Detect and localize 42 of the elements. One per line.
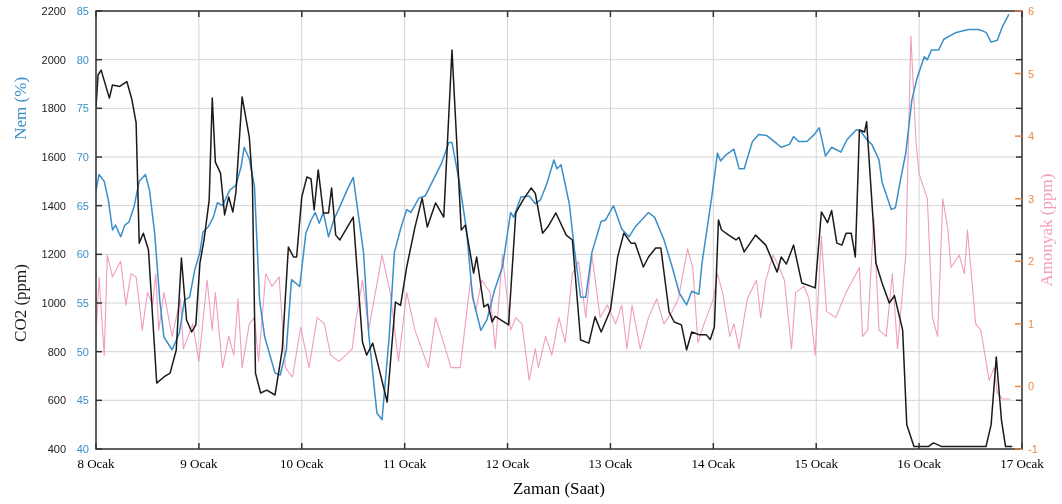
y-tick-label: 1000 <box>41 297 66 309</box>
y3-tick-label: 60 <box>76 248 89 261</box>
x-tick-label: 15 Ocak <box>794 456 839 471</box>
y-tick-label: 2200 <box>41 5 66 17</box>
y2-tick-label: 0 <box>1028 380 1035 393</box>
y2-tick-label: 1 <box>1028 317 1035 330</box>
y3-tick-label: 75 <box>76 102 89 115</box>
y3-tick-label: 55 <box>76 297 89 309</box>
y3-tick-label: 70 <box>76 151 89 163</box>
y2-tick-label: 4 <box>1028 130 1035 143</box>
x-tick-label: 12 Ocak <box>485 456 530 471</box>
x-tick-label: 10 Ocak <box>279 456 325 471</box>
y-tick-label: 2000 <box>41 53 66 66</box>
x-tick-label: 17 Ocak <box>1000 456 1045 471</box>
x-tick-label: 8 Ocak <box>77 456 116 471</box>
y2-tick-label: 3 <box>1028 192 1035 205</box>
y-tick-label: 400 <box>47 443 66 455</box>
y2-tick-label: -1 <box>1028 443 1038 455</box>
y3-tick-label: 40 <box>76 443 89 455</box>
y-tick-label: 1400 <box>41 199 66 212</box>
x-axis-title: Zaman (Saat) <box>512 479 606 498</box>
y2-tick-label: 6 <box>1028 5 1035 17</box>
x-tick-label: 11 Ocak <box>383 456 427 471</box>
y-tick-label: 1800 <box>41 102 66 115</box>
y2-axis-title: Amonyak (ppm) <box>1037 173 1056 287</box>
y-axis-title: CO2 (ppm) <box>11 264 30 342</box>
x-tick-label: 9 Ocak <box>180 456 218 471</box>
y-tick-label: 1600 <box>41 151 66 163</box>
y3-tick-label: 45 <box>76 394 89 407</box>
x-tick-label: 16 Ocak <box>897 456 942 471</box>
y3-tick-label: 80 <box>76 53 89 66</box>
y2-tick-label: 2 <box>1028 255 1035 268</box>
y2-tick-label: 5 <box>1028 67 1035 80</box>
y-tick-label: 600 <box>47 394 66 407</box>
y-tick-label: 1200 <box>41 248 66 261</box>
y3-tick-label: 85 <box>76 5 89 17</box>
x-tick-label: 14 Ocak <box>691 456 736 471</box>
y3-tick-label: 50 <box>76 345 89 358</box>
y3-axis-title: Nem (%) <box>11 76 30 140</box>
y-tick-label: 800 <box>47 345 66 358</box>
x-tick-label: 13 Ocak <box>588 456 633 471</box>
y3-tick-label: 65 <box>76 199 89 212</box>
